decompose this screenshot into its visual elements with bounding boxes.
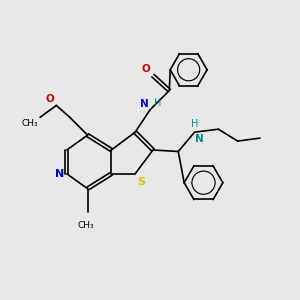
- Text: CH₃: CH₃: [78, 221, 94, 230]
- Text: CH₃: CH₃: [22, 119, 38, 128]
- Text: O: O: [45, 94, 54, 104]
- Text: H: H: [154, 98, 161, 108]
- Text: O: O: [141, 64, 150, 74]
- Text: H: H: [191, 119, 199, 129]
- Text: N: N: [195, 134, 204, 144]
- Text: S: S: [137, 177, 146, 187]
- Text: N: N: [140, 99, 148, 109]
- Text: N: N: [55, 169, 64, 179]
